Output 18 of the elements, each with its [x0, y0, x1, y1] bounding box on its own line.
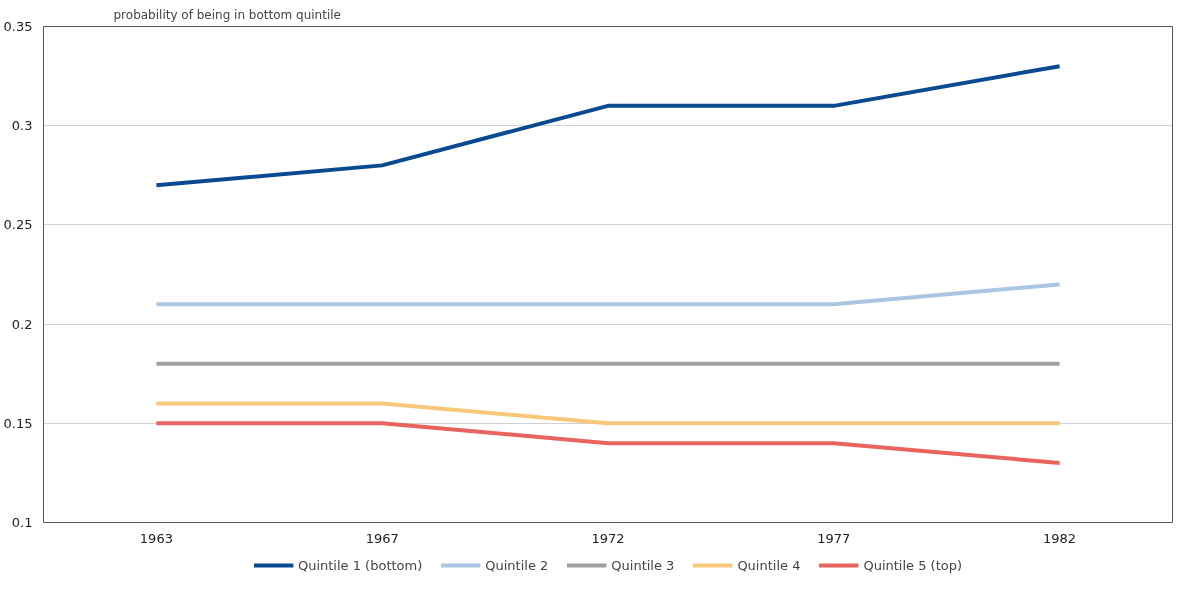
- y-tick-label: 0.3: [11, 118, 33, 134]
- line-series: [154, 64, 1062, 188]
- legend-label: Quintile 2: [485, 557, 549, 573]
- x-tick-label: 1982: [1043, 530, 1077, 546]
- x-tick-label: 1967: [365, 530, 399, 546]
- legend-label: Quintile 1 (bottom): [297, 557, 423, 573]
- y-tick-label: 0.2: [11, 316, 33, 332]
- legend-label: Quintile 4: [737, 557, 801, 573]
- y-axis-title: probability of being in bottom quintile: [113, 7, 341, 22]
- y-tick-label: 0.35: [3, 19, 33, 34]
- legend-label: Quintile 3: [611, 557, 675, 573]
- y-tick-label: 0.25: [3, 217, 33, 233]
- y-tick-label: 0.15: [3, 415, 33, 431]
- x-tick-label: 1977: [817, 530, 851, 546]
- x-tick-label: 1972: [591, 530, 625, 546]
- y-tick-label: 0.1: [11, 515, 33, 530]
- x-tick-label: 1963: [139, 530, 173, 546]
- legend-label: Quintile 5 (top): [863, 557, 963, 573]
